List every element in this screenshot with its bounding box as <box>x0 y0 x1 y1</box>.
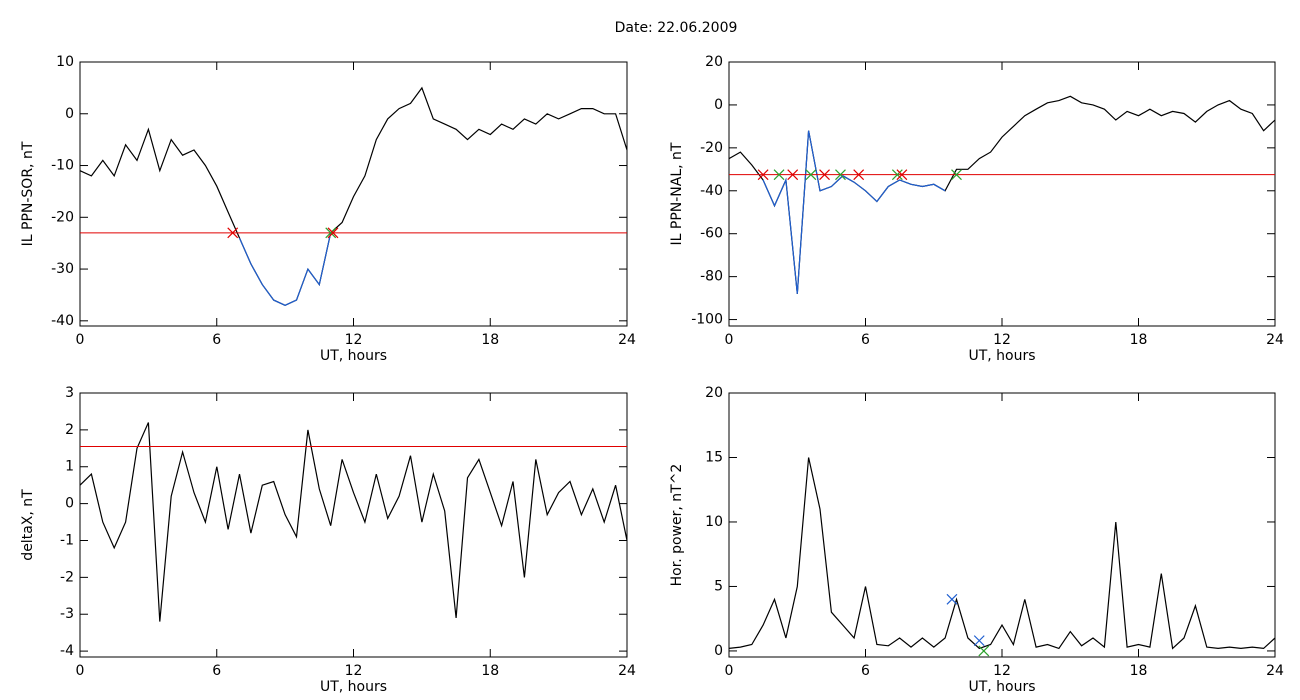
x-tick-label: 24 <box>1266 332 1284 348</box>
data-line <box>79 422 628 622</box>
y-tick-label: -100 <box>691 312 723 328</box>
x-axis-label: UT, hours <box>968 679 1035 695</box>
y-tick-label: -1 <box>60 532 74 548</box>
x-tick-label: 0 <box>725 332 734 348</box>
y-tick-label: 20 <box>705 385 723 401</box>
data-line <box>728 457 1276 650</box>
x-axis-label: UT, hours <box>320 348 387 364</box>
x-tick-label: 0 <box>76 332 85 348</box>
cross-marker <box>325 227 337 239</box>
x-tick-label: 12 <box>345 332 363 348</box>
y-tick-label: -3 <box>60 606 74 622</box>
y-tick-label: 0 <box>714 643 723 659</box>
cross-marker <box>853 169 865 181</box>
cross-marker <box>757 169 769 181</box>
y-tick-label: 3 <box>65 385 74 401</box>
plot-frame <box>79 61 628 327</box>
y-tick-label: -80 <box>700 269 723 285</box>
plot-frame <box>728 61 1276 327</box>
x-tick-label: 24 <box>618 663 636 679</box>
x-tick-label: 0 <box>76 663 85 679</box>
x-tick-label: 12 <box>993 663 1011 679</box>
cross-marker <box>327 227 339 239</box>
figure-title: Date: 22.06.2009 <box>615 20 738 36</box>
y-axis-label: IL PPN-SOR, nT <box>20 141 36 246</box>
y-tick-label: -10 <box>51 158 74 174</box>
y-tick-label: 0 <box>714 97 723 113</box>
x-tick-label: 0 <box>725 663 734 679</box>
y-tick-label: 2 <box>65 422 74 438</box>
cross-marker <box>773 169 785 181</box>
cross-marker <box>978 645 990 657</box>
cross-marker <box>805 169 817 181</box>
cross-marker <box>973 635 985 647</box>
data-line <box>79 86 628 306</box>
y-axis-label: Hor. power, nT^2 <box>669 464 685 587</box>
x-tick-label: 12 <box>993 332 1011 348</box>
x-tick-label: 12 <box>345 663 363 679</box>
y-tick-label: 0 <box>65 106 74 122</box>
cross-marker <box>227 227 239 239</box>
x-tick-label: 6 <box>861 663 870 679</box>
x-tick-label: 18 <box>481 663 499 679</box>
y-tick-label: 5 <box>714 578 723 594</box>
x-axis-label: UT, hours <box>968 348 1035 364</box>
y-tick-label: 20 <box>705 54 723 70</box>
y-tick-label: -20 <box>51 209 74 225</box>
data-line <box>762 130 946 294</box>
data-line <box>238 232 332 306</box>
y-tick-label: 0 <box>65 496 74 512</box>
cross-marker <box>896 169 908 181</box>
y-tick-label: 10 <box>705 514 723 530</box>
y-tick-label: -4 <box>60 643 74 659</box>
x-tick-label: 24 <box>618 332 636 348</box>
plot-frame <box>79 392 628 658</box>
y-axis-label: deltaX, nT <box>20 489 36 561</box>
cross-marker <box>835 169 846 181</box>
y-tick-label: 10 <box>56 54 74 70</box>
data-line <box>728 95 1276 294</box>
x-tick-label: 6 <box>212 332 221 348</box>
y-tick-label: -40 <box>700 183 723 199</box>
cross-marker <box>951 169 962 181</box>
plot-frame <box>728 392 1276 658</box>
y-tick-label: -30 <box>51 261 74 277</box>
y-axis-label: IL PPN-NAL, nT <box>669 142 685 245</box>
x-axis-label: UT, hours <box>320 679 387 695</box>
y-tick-label: -2 <box>60 569 74 585</box>
x-tick-label: 24 <box>1266 663 1284 679</box>
y-tick-label: 15 <box>705 449 723 465</box>
y-tick-label: 1 <box>65 459 74 475</box>
cross-marker <box>819 169 830 181</box>
y-tick-label: -60 <box>700 226 723 242</box>
x-tick-label: 6 <box>861 332 870 348</box>
y-tick-label: -20 <box>700 140 723 156</box>
x-tick-label: 18 <box>481 332 499 348</box>
cross-marker <box>787 169 799 181</box>
x-tick-label: 18 <box>1130 663 1148 679</box>
cross-marker <box>891 169 903 181</box>
x-tick-label: 6 <box>212 663 221 679</box>
cross-marker <box>946 593 958 605</box>
y-tick-label: -40 <box>51 313 74 329</box>
x-tick-label: 18 <box>1130 332 1148 348</box>
